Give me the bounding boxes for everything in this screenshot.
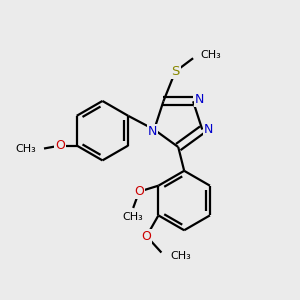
- Text: S: S: [171, 65, 179, 78]
- Text: O: O: [56, 139, 65, 152]
- Text: CH₃: CH₃: [123, 212, 144, 222]
- Text: N: N: [204, 123, 214, 136]
- Text: CH₃: CH₃: [16, 143, 37, 154]
- Text: N: N: [148, 124, 158, 138]
- Text: CH₃: CH₃: [200, 50, 221, 60]
- Text: O: O: [134, 185, 144, 198]
- Text: N: N: [195, 93, 204, 106]
- Text: CH₃: CH₃: [170, 250, 191, 260]
- Text: O: O: [142, 230, 152, 243]
